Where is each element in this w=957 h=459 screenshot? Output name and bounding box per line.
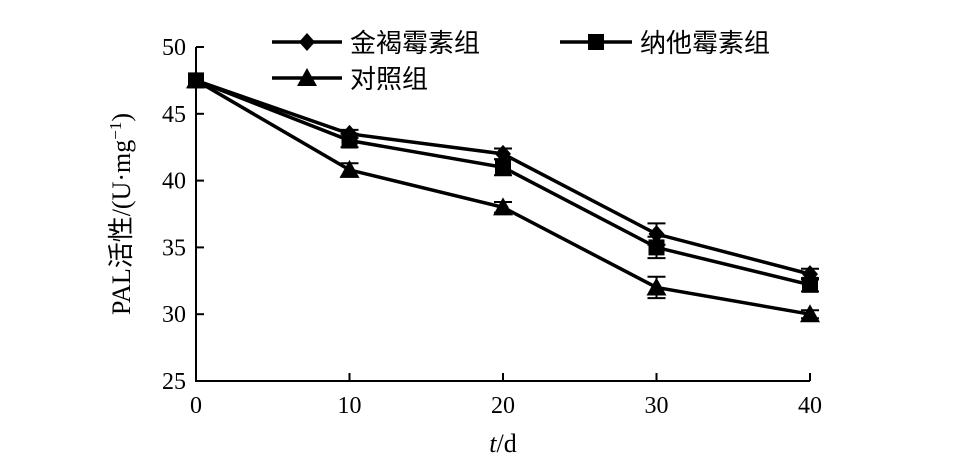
data-point <box>341 132 358 149</box>
legend-marker <box>297 68 317 86</box>
y-tick-label: 50 <box>162 35 186 61</box>
series-triangle <box>186 70 820 323</box>
y-tick-label: 40 <box>162 169 186 195</box>
data-point <box>648 225 665 244</box>
axis-titles: t/d PAL活性/(U·mg−1) <box>106 113 517 458</box>
series-line <box>195 78 811 276</box>
series-group <box>186 70 820 323</box>
x-axis-title: t/d <box>489 429 516 458</box>
data-point <box>802 276 818 293</box>
series-diamond <box>188 71 819 284</box>
legend-item: 金褐霉素组 <box>272 29 480 58</box>
y-axis-title: PAL活性/(U·mg−1) <box>106 113 137 315</box>
x-axis-title-unit: /d <box>497 429 517 458</box>
x-tick-label: 10 <box>338 393 362 419</box>
y-axis-title-main: PAL活性/(U·mg <box>107 140 136 315</box>
data-point <box>800 304 820 323</box>
x-tick-label: 20 <box>491 393 515 419</box>
legend-item: 对照组 <box>272 65 428 94</box>
data-point <box>646 277 667 296</box>
data-point <box>493 197 513 216</box>
legend-marker <box>588 34 604 50</box>
y-axis-title-end: ) <box>107 113 136 122</box>
series-square <box>188 72 819 293</box>
x-tick-label: 0 <box>190 393 202 419</box>
y-tick-label: 25 <box>162 369 186 395</box>
y-tick-label: 30 <box>162 302 186 328</box>
axes: 25 30 35 40 45 50 0 10 20 30 40 <box>162 35 822 419</box>
x-tick-label: 30 <box>645 393 669 419</box>
x-tick-label: 40 <box>798 393 822 419</box>
legend-label: 纳他霉素组 <box>640 29 770 58</box>
legend-label: 对照组 <box>350 65 428 94</box>
legend-item: 纳他霉素组 <box>560 29 770 58</box>
x-axis-title-italic: t <box>489 429 497 458</box>
data-point <box>186 70 206 89</box>
data-point <box>339 159 360 178</box>
y-tick-label: 45 <box>162 102 186 128</box>
data-point <box>495 159 511 176</box>
data-point <box>648 239 665 256</box>
legend-label: 金褐霉素组 <box>350 29 480 58</box>
y-axis-title-superscript: −1 <box>106 122 125 140</box>
y-tick-label: 35 <box>162 235 186 261</box>
legend-marker <box>299 33 315 51</box>
